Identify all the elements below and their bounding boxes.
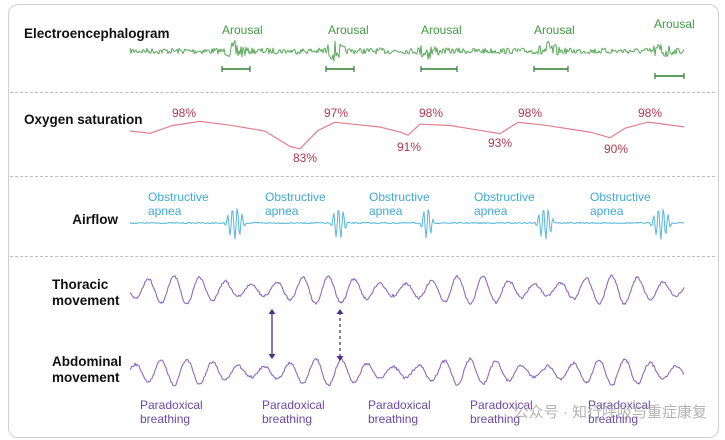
obstructive-apnea-label-4: Obstructive apnea — [474, 190, 535, 218]
arrow-solid-head-top — [268, 309, 276, 314]
airflow-trace — [129, 208, 685, 240]
obstructive-apnea-label-2: Obstructive apnea — [265, 190, 326, 218]
abdominal-label-line1: Abdominal — [52, 354, 122, 369]
airflow-trace-group — [129, 208, 685, 240]
abdominal-movement-label: Abdominal movement — [52, 354, 122, 386]
arousal-label-5: Arousal — [654, 17, 695, 31]
arousal-bars-group — [221, 66, 685, 79]
oxygen-saturation-label: Oxygen saturation — [24, 112, 143, 127]
spo2-peak-1: 98% — [172, 106, 197, 120]
paradoxical-breathing-label-5: Paradoxical breathing — [588, 398, 651, 426]
spo2-peak-4: 98% — [518, 106, 543, 120]
spo2-trough-4: 90% — [604, 142, 629, 156]
eeg-label: Electroencephalogram — [24, 26, 170, 41]
airflow-label: Airflow — [72, 212, 118, 227]
spo2-peak-5: 98% — [638, 106, 663, 120]
abdominal-label-line2: movement — [52, 370, 120, 385]
divider-1 — [10, 92, 715, 93]
thoracic-trace-group — [129, 274, 685, 305]
paradoxical-breathing-label-1: Paradoxical breathing — [140, 398, 203, 426]
eeg-trace-group — [129, 40, 685, 62]
oxygen-trace — [129, 120, 685, 150]
paradoxical-breathing-label-2: Paradoxical breathing — [262, 398, 325, 426]
paradoxical-breathing-label-4: Paradoxical breathing — [470, 398, 533, 426]
spo2-peak-3: 98% — [419, 106, 444, 120]
arousal-label-1: Arousal — [222, 23, 263, 37]
thoracic-label-line2: movement — [52, 293, 120, 308]
eeg-trace — [129, 40, 685, 62]
obstructive-apnea-label-3: Obstructive apnea — [369, 190, 430, 218]
arrow-solid-head-bottom — [268, 354, 276, 359]
arousal-label-2: Arousal — [328, 23, 369, 37]
divider-3 — [10, 256, 715, 257]
abdominal-trace — [129, 357, 685, 387]
arrows-group — [268, 309, 344, 361]
thoracic-trace — [129, 274, 685, 305]
oxygen-trace-group — [129, 120, 685, 150]
thoracic-label-line1: Thoracic — [52, 277, 109, 292]
spo2-trough-3: 93% — [488, 136, 513, 150]
obstructive-apnea-label-1: Obstructive apnea — [148, 190, 209, 218]
arousal-label-4: Arousal — [534, 23, 575, 37]
thoracic-movement-label: Thoracic movement — [36, 277, 148, 309]
paradoxical-breathing-label-3: Paradoxical breathing — [368, 398, 431, 426]
arrow-dashed-head-bottom — [336, 356, 344, 361]
watermark: 公众号 · 知行呼吸与重症康复 — [513, 404, 707, 421]
arrow-dashed-head-top — [336, 309, 344, 314]
divider-2 — [10, 176, 715, 177]
spo2-trough-2: 91% — [397, 140, 422, 154]
spo2-trough-1: 83% — [293, 151, 318, 165]
abdominal-trace-group — [129, 357, 685, 387]
arousal-label-3: Arousal — [421, 23, 462, 37]
spo2-peak-2: 97% — [324, 106, 349, 120]
obstructive-apnea-label-5: Obstructive apnea — [590, 190, 651, 218]
